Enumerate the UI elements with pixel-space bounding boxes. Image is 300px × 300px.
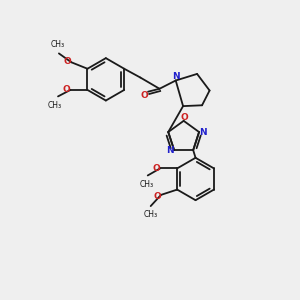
Text: O: O bbox=[140, 91, 148, 100]
Text: N: N bbox=[166, 146, 174, 154]
Text: CH₃: CH₃ bbox=[139, 180, 153, 189]
Text: N: N bbox=[200, 128, 207, 136]
Text: O: O bbox=[180, 112, 188, 122]
Text: O: O bbox=[154, 192, 161, 201]
Text: N: N bbox=[172, 73, 179, 82]
Text: CH₃: CH₃ bbox=[144, 210, 158, 219]
Text: CH₃: CH₃ bbox=[50, 40, 64, 49]
Text: O: O bbox=[152, 164, 160, 173]
Text: O: O bbox=[63, 85, 71, 94]
Text: CH₃: CH₃ bbox=[48, 100, 62, 109]
Text: O: O bbox=[64, 57, 71, 66]
